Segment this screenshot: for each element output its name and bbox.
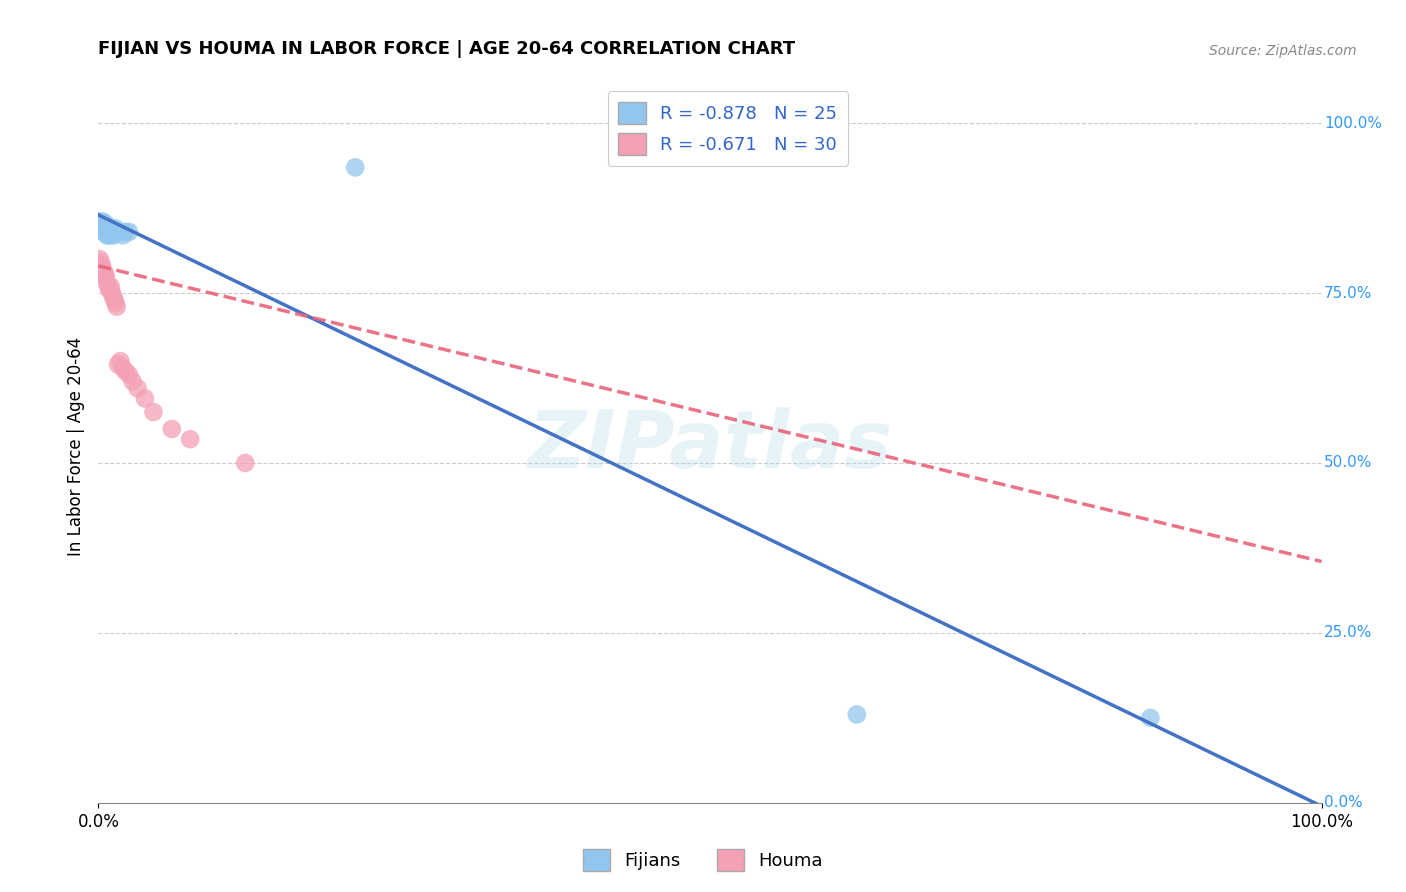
Point: [127, 381, 149, 395]
Text: 0.0%: 0.0%: [1324, 796, 1362, 810]
Point: [344, 161, 367, 175]
Point: [100, 279, 122, 293]
Point: [89, 215, 111, 229]
Point: [114, 225, 136, 239]
Point: [91, 221, 114, 235]
Point: [101, 228, 124, 243]
Point: [89, 252, 111, 266]
Point: [96, 276, 118, 290]
Text: FIJIAN VS HOUMA IN LABOR FORCE | AGE 20-64 CORRELATION CHART: FIJIAN VS HOUMA IN LABOR FORCE | AGE 20-…: [98, 40, 796, 58]
Point: [91, 266, 114, 280]
Point: [160, 422, 183, 436]
Point: [91, 215, 114, 229]
Point: [93, 218, 115, 232]
Point: [100, 221, 122, 235]
Point: [110, 354, 132, 368]
Text: Source: ZipAtlas.com: Source: ZipAtlas.com: [1209, 44, 1357, 58]
Point: [91, 259, 114, 273]
Point: [103, 293, 125, 307]
Point: [111, 360, 134, 375]
Point: [179, 432, 201, 446]
Point: [134, 392, 156, 406]
Point: [98, 283, 121, 297]
Text: ZIPatlas: ZIPatlas: [527, 407, 893, 485]
Point: [96, 228, 118, 243]
Point: [97, 279, 120, 293]
Point: [93, 266, 115, 280]
Point: [91, 225, 114, 239]
Point: [845, 707, 868, 722]
Point: [94, 221, 117, 235]
Point: [111, 228, 134, 243]
Legend: Fijians, Houma: Fijians, Houma: [576, 842, 830, 879]
Point: [104, 221, 127, 235]
Point: [101, 289, 124, 303]
Point: [118, 368, 141, 382]
Point: [104, 296, 127, 310]
Point: [233, 456, 256, 470]
Point: [91, 218, 114, 232]
Point: [93, 269, 115, 284]
Point: [97, 228, 120, 243]
Point: [91, 262, 114, 277]
Point: [114, 364, 136, 378]
Point: [90, 255, 112, 269]
Point: [90, 215, 112, 229]
Legend: R = -0.878   N = 25, R = -0.671   N = 30: R = -0.878 N = 25, R = -0.671 N = 30: [607, 91, 848, 166]
Point: [1139, 711, 1161, 725]
Point: [98, 225, 121, 239]
Point: [121, 375, 143, 389]
Text: 75.0%: 75.0%: [1324, 285, 1372, 301]
Point: [93, 221, 115, 235]
Point: [107, 358, 129, 372]
Text: 50.0%: 50.0%: [1324, 456, 1372, 470]
Point: [94, 269, 117, 284]
Text: 25.0%: 25.0%: [1324, 625, 1372, 640]
Point: [90, 259, 112, 273]
Text: 100.0%: 100.0%: [1324, 116, 1382, 131]
Point: [101, 286, 124, 301]
Point: [96, 218, 118, 232]
Point: [101, 228, 124, 243]
Point: [110, 225, 132, 239]
Point: [142, 405, 165, 419]
Y-axis label: In Labor Force | Age 20-64: In Labor Force | Age 20-64: [66, 336, 84, 556]
Point: [105, 300, 128, 314]
Point: [107, 225, 129, 239]
Point: [118, 225, 141, 239]
